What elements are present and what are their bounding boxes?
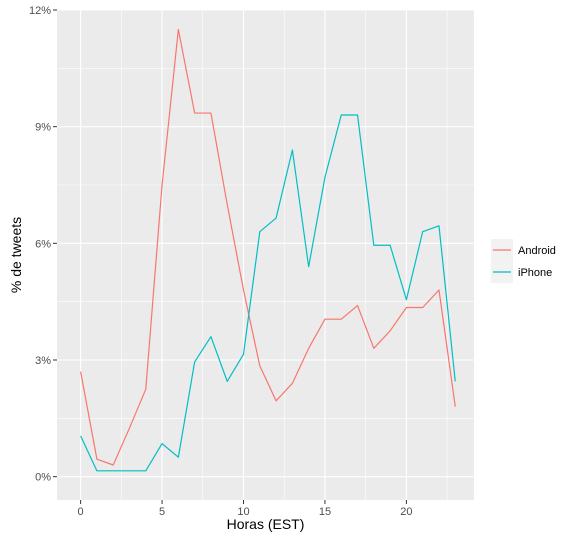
x-axis: 0 5 10 15 20 xyxy=(78,500,413,518)
y-tick-label: 9% xyxy=(35,122,51,134)
major-gridlines xyxy=(57,9,474,500)
y-axis-title: % de tweets xyxy=(8,217,24,293)
legend: Android iPhone xyxy=(491,239,556,283)
y-tick-label: 6% xyxy=(35,238,51,250)
series-line-android xyxy=(80,28,456,466)
y-tick-label: 3% xyxy=(35,355,51,367)
legend-label: Android xyxy=(518,245,556,257)
legend-label: iPhone xyxy=(518,267,552,279)
x-tick-label: 0 xyxy=(78,506,84,518)
x-tick-label: 15 xyxy=(319,506,331,518)
y-tick-label: 12% xyxy=(29,5,51,17)
plot-panel xyxy=(57,10,474,500)
x-tick-label: 10 xyxy=(237,506,249,518)
x-axis-title: Horas (EST) xyxy=(227,516,305,532)
y-axis: 0% 3% 6% 9% 12% xyxy=(29,5,57,484)
minor-gridlines xyxy=(57,10,474,500)
series-lines xyxy=(80,28,456,472)
y-tick-label: 0% xyxy=(35,472,51,484)
x-tick-label: 20 xyxy=(400,506,412,518)
series-line-iphone xyxy=(80,114,456,472)
x-tick-label: 5 xyxy=(159,506,165,518)
